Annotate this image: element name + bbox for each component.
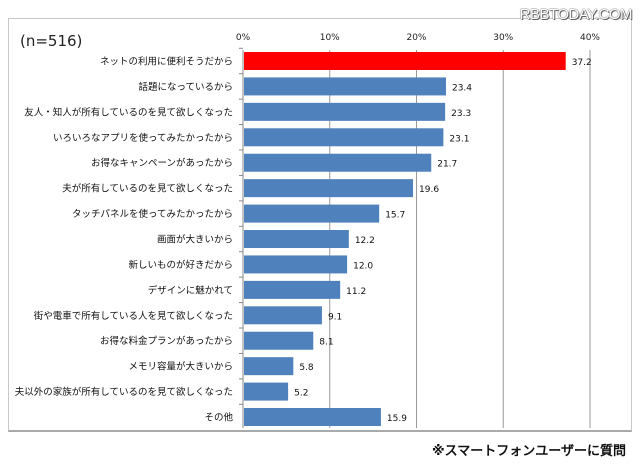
tick-label: 10% <box>320 33 340 43</box>
bar <box>244 382 289 401</box>
bar <box>244 230 349 249</box>
category-label: タッチパネルを使ってみたかったから <box>72 208 233 220</box>
bar <box>244 52 566 70</box>
bar <box>244 306 322 325</box>
bar <box>244 280 341 299</box>
bar <box>244 408 381 427</box>
category-label: お得な料金プランがあったから <box>100 335 233 347</box>
bar <box>244 128 444 147</box>
category-label: 友人・知人が所有しているのを見て欲しくなった <box>24 106 233 118</box>
data-label: 21.7 <box>437 160 457 170</box>
bar <box>244 102 446 121</box>
data-label: 15.9 <box>387 414 407 424</box>
category-label: いろいろなアプリを使ってみたかったから <box>53 132 233 144</box>
data-label: 23.3 <box>451 109 471 119</box>
chart-frame <box>8 18 632 432</box>
bar <box>244 77 446 96</box>
data-label: 12.2 <box>355 236 375 246</box>
bar <box>244 204 380 223</box>
category-label: お得なキャンペーンがあったから <box>91 157 233 169</box>
footnote: ※スマートフォンユーザーに質問 <box>432 444 626 459</box>
category-label: 話題になっているから <box>138 81 233 93</box>
category-label: その他 <box>204 412 233 424</box>
tick-label: 20% <box>406 33 426 43</box>
data-label: 9.1 <box>328 312 342 322</box>
data-label: 12.0 <box>353 261 373 271</box>
tick-label: 0% <box>236 33 251 43</box>
data-label: 19.6 <box>419 185 439 195</box>
category-label: メモリ容量が大きいから <box>128 361 233 373</box>
tick-label: 40% <box>580 33 600 43</box>
category-label: 夫が所有しているのを見て欲しくなった <box>62 183 233 195</box>
category-label: 新しいものが好きだから <box>128 259 233 271</box>
category-label: ネットの利用に便利そうだから <box>100 56 233 68</box>
data-label: 23.1 <box>449 134 469 144</box>
data-label: 5.2 <box>294 389 308 399</box>
category-label: 街や電車で所有している人を見て欲しくなった <box>34 310 233 322</box>
bar <box>244 331 314 350</box>
data-label: 5.8 <box>299 363 314 373</box>
data-label: 15.7 <box>385 211 405 221</box>
bar <box>244 179 414 198</box>
sample-size-note: (n=516) <box>20 32 83 50</box>
category-label: 夫以外の家族が所有しているのを見て欲しくなった <box>15 386 233 398</box>
category-label: 画面が大きいから <box>157 234 233 246</box>
tick-label: 30% <box>493 33 513 43</box>
data-label: 37.2 <box>572 58 592 68</box>
data-label: 8.1 <box>319 338 333 348</box>
category-label: デザインに魅かれて <box>148 284 233 296</box>
watermark: RBBTODAY.COM <box>519 6 633 23</box>
bar <box>244 357 294 376</box>
bar <box>244 255 348 274</box>
data-label: 11.2 <box>346 287 366 297</box>
data-label: 23.4 <box>452 83 472 93</box>
bar <box>244 153 432 172</box>
